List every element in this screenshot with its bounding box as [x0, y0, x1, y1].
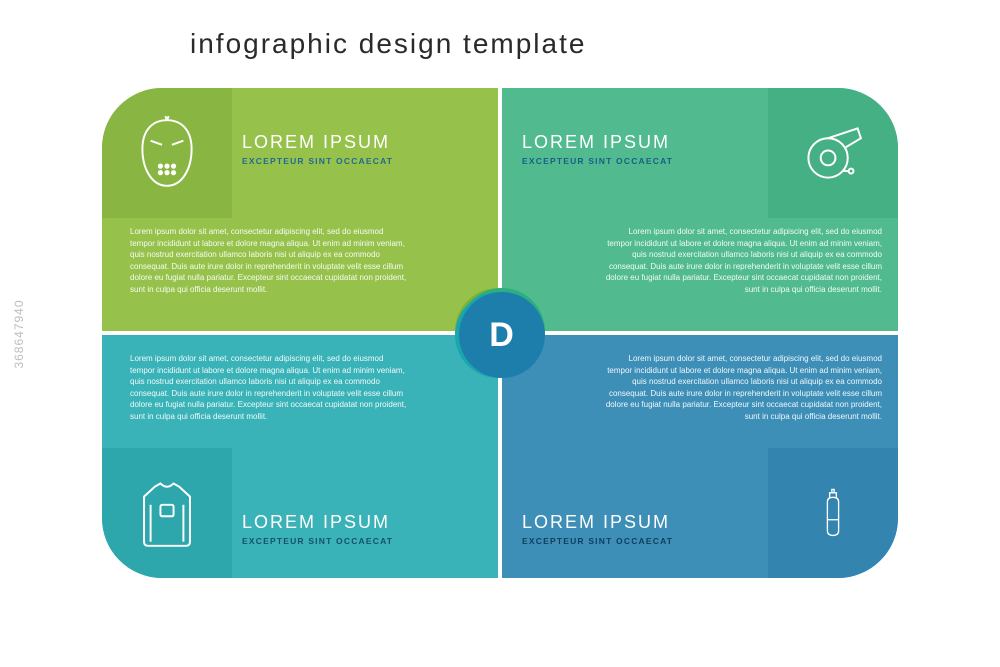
panel-b-subheading: EXCEPTEUR SINT OCCAECAT: [522, 156, 772, 166]
jersey-icon: [102, 448, 232, 578]
panel-a-title: LOREM IPSUM: [242, 132, 492, 153]
panel-b: LOREM IPSUM EXCEPTEUR SINT OCCAECAT Lore…: [502, 88, 898, 331]
hockey-mask-icon: [102, 88, 232, 218]
whistle-icon: [768, 88, 898, 218]
panel-a-subheading: EXCEPTEUR SINT OCCAECAT: [242, 156, 492, 166]
panel-d-heading: LOREM IPSUM EXCEPTEUR SINT OCCAECAT: [522, 512, 772, 546]
panel-c-title: LOREM IPSUM: [242, 512, 492, 533]
panel-a-heading: LOREM IPSUM EXCEPTEUR SINT OCCAECAT: [242, 132, 492, 166]
panel-b-heading: LOREM IPSUM EXCEPTEUR SINT OCCAECAT: [522, 132, 772, 166]
panel-c: LOREM IPSUM EXCEPTEUR SINT OCCAECAT Lore…: [102, 335, 498, 578]
panel-c-heading: LOREM IPSUM EXCEPTEUR SINT OCCAECAT: [242, 512, 492, 546]
watermark: 368647940: [12, 299, 26, 368]
panel-d-badge: D: [459, 292, 545, 378]
panel-a-body: Lorem ipsum dolor sit amet, consectetur …: [130, 226, 410, 296]
panel-d: LOREM IPSUM EXCEPTEUR SINT OCCAECAT Lore…: [502, 335, 898, 578]
page-title: infographic design template: [190, 28, 586, 60]
panel-b-body: Lorem ipsum dolor sit amet, consectetur …: [602, 226, 882, 296]
panel-d-body: Lorem ipsum dolor sit amet, consectetur …: [602, 353, 882, 423]
panel-d-subheading: EXCEPTEUR SINT OCCAECAT: [522, 536, 772, 546]
water-bottle-icon: [768, 448, 898, 578]
panel-c-body: Lorem ipsum dolor sit amet, consectetur …: [130, 353, 410, 423]
infographic-grid: LOREM IPSUM EXCEPTEUR SINT OCCAECAT Lore…: [102, 88, 898, 578]
panel-d-title: LOREM IPSUM: [522, 512, 772, 533]
panel-b-title: LOREM IPSUM: [522, 132, 772, 153]
panel-a: LOREM IPSUM EXCEPTEUR SINT OCCAECAT Lore…: [102, 88, 498, 331]
panel-c-subheading: EXCEPTEUR SINT OCCAECAT: [242, 536, 492, 546]
